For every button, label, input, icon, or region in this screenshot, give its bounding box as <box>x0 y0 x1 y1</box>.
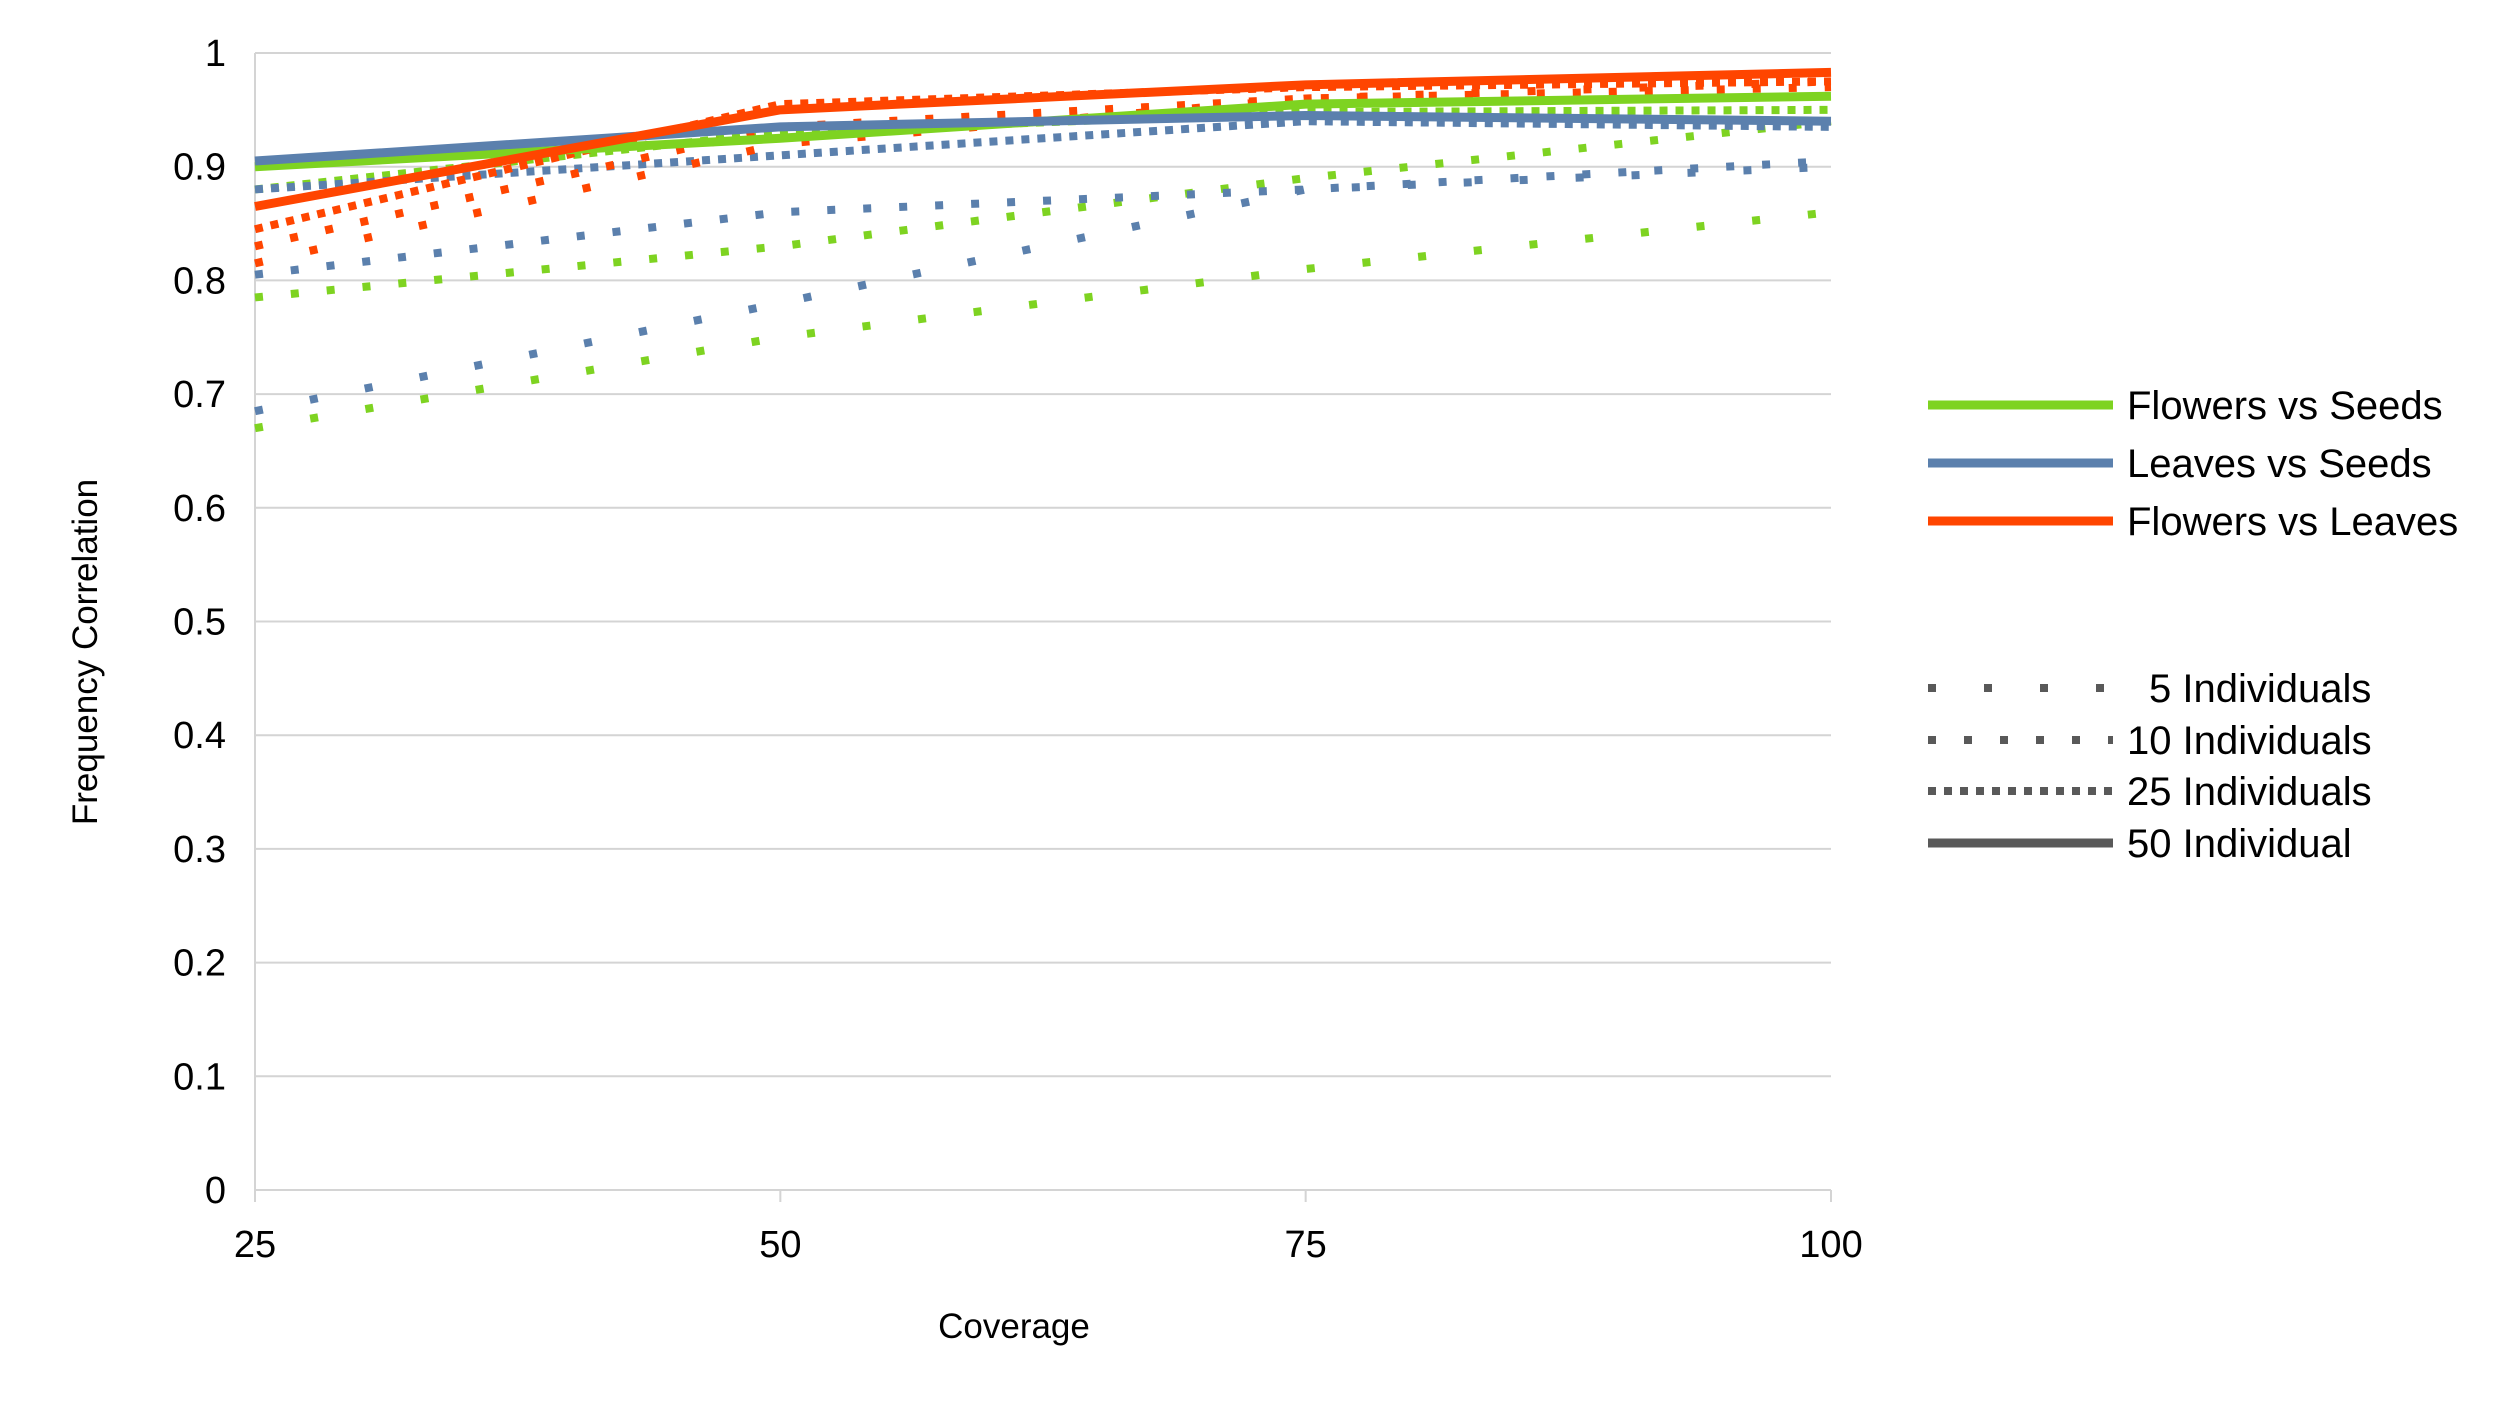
series-line <box>254 91 1832 172</box>
legend-label: 25 Individuals <box>2127 770 2372 814</box>
legend: Flowers vs Seeds Leaves vs Seeds Flowers v… <box>1928 384 2458 866</box>
x-axis-ticks: 25 50 75 100 <box>234 1190 1863 1266</box>
y-tick-label: 0 <box>205 1170 226 1212</box>
series-line <box>254 162 1832 416</box>
x-tick-label: 25 <box>234 1224 276 1266</box>
y-tick-label: 0.5 <box>173 602 226 644</box>
series-line <box>254 111 1832 166</box>
series-line <box>254 157 1832 279</box>
legend-label: Leaves vs Seeds <box>2127 442 2432 486</box>
y-tick-label: 0.4 <box>173 715 226 757</box>
series-line <box>254 67 1832 211</box>
x-axis-title: Coverage <box>938 1307 1090 1346</box>
y-tick-label: 0.2 <box>173 943 226 985</box>
legend-label: 5 Individuals <box>2149 667 2371 711</box>
y-tick-label: 0.3 <box>173 829 226 871</box>
x-tick-label: 50 <box>759 1224 801 1266</box>
series-line <box>254 117 1832 194</box>
grid-lines <box>254 52 1831 1191</box>
series-lines <box>254 67 1832 433</box>
series-line <box>254 208 1832 433</box>
legend-label: 50 Individual <box>2127 822 2352 866</box>
y-tick-label: 0.9 <box>173 147 226 189</box>
y-tick-label: 1 <box>205 33 226 75</box>
x-tick-label: 100 <box>1799 1224 1862 1266</box>
series-line <box>254 117 1832 302</box>
y-tick-label: 0.1 <box>173 1056 226 1098</box>
y-axis-ticks: 0 0.1 0.2 0.3 0.4 0.5 0.6 0.7 0.8 0.9 1 <box>173 33 226 1212</box>
y-tick-label: 0.7 <box>173 374 226 416</box>
y-axis-title: Frequency Correlation <box>66 479 105 825</box>
legend-label: 10 Individuals <box>2127 719 2372 763</box>
y-tick-label: 0.6 <box>173 488 226 530</box>
legend-label: Flowers vs Leaves <box>2127 500 2458 544</box>
x-tick-label: 75 <box>1285 1224 1327 1266</box>
y-tick-label: 0.8 <box>173 260 226 302</box>
legend-label: Flowers vs Seeds <box>2127 384 2443 428</box>
